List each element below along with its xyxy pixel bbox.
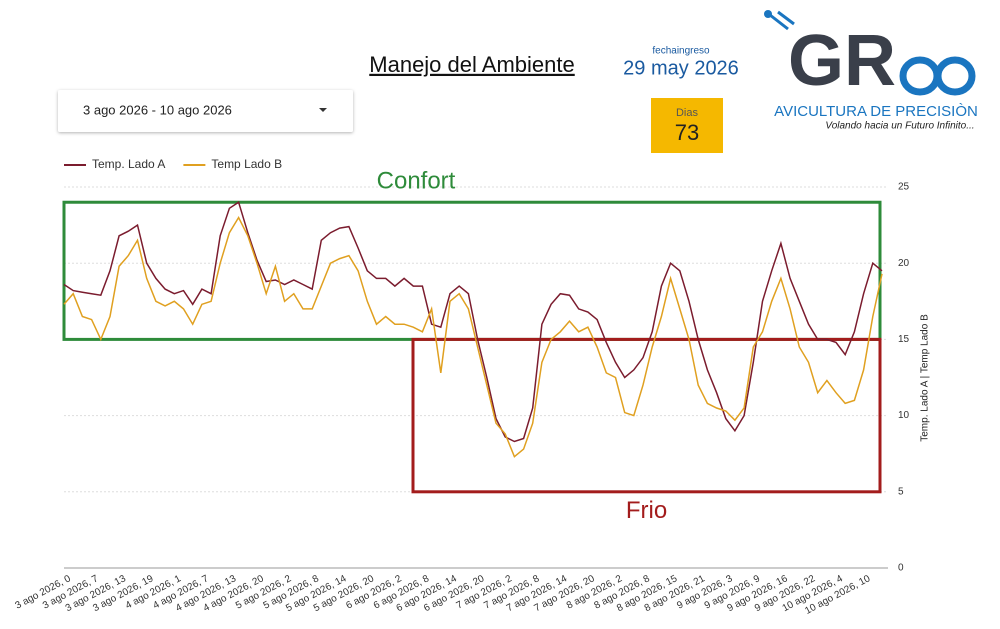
logo-circuit — [769, 10, 795, 31]
chart: 0 5 10 15 20 25 Temp. Lado A | Temp Lado B Conf… — [13, 157, 930, 617]
days-value: 73 — [675, 120, 699, 145]
logo-ring — [899, 56, 941, 96]
chart-title: Manejo del Ambiente — [369, 52, 574, 77]
logo-node — [764, 10, 772, 18]
logo-name: AVICULTURA DE PRECISIÒN — [774, 103, 978, 120]
selector-box[interactable] — [58, 90, 353, 132]
days-label: Dias — [676, 107, 699, 119]
legend-label: Temp. Lado A — [92, 157, 165, 171]
y-tick-label: 0 — [898, 563, 904, 574]
logo-ring — [934, 56, 976, 96]
zone-box — [411, 337, 882, 494]
logo-brand: GR — [788, 21, 896, 101]
series-line — [63, 215, 883, 458]
y-tick-label: 10 — [898, 410, 910, 421]
days-box — [651, 98, 723, 153]
zone-box — [62, 200, 882, 341]
logo-tagline: Volando hacia un Futuro Infinito... — [825, 121, 974, 132]
y-tick-label: 5 — [898, 486, 904, 497]
series-line — [63, 201, 883, 443]
dropdown-caret[interactable] — [319, 108, 327, 112]
y-axis-title: Temp. Lado A | Temp Lado B — [920, 314, 931, 442]
date-range-text[interactable]: 3 ago 2026 - 10 ago 2026 — [83, 102, 232, 117]
y-tick-label: 25 — [898, 182, 910, 193]
zone-label: Frio — [626, 497, 667, 524]
logo: GR AVICULTURA DE PRECISIÒN Volando hacia… — [764, 10, 978, 132]
date-label: fechaingreso — [652, 46, 710, 57]
zone-label: Confort — [377, 168, 456, 195]
date-value: 29 may 2026 — [623, 57, 739, 79]
date-range-selector[interactable]: 3 ago 2026 - 10 ago 2026 — [58, 90, 353, 132]
y-tick-label: 15 — [898, 334, 910, 345]
y-tick-label: 20 — [898, 258, 910, 269]
legend-label: Temp Lado B — [211, 157, 282, 171]
